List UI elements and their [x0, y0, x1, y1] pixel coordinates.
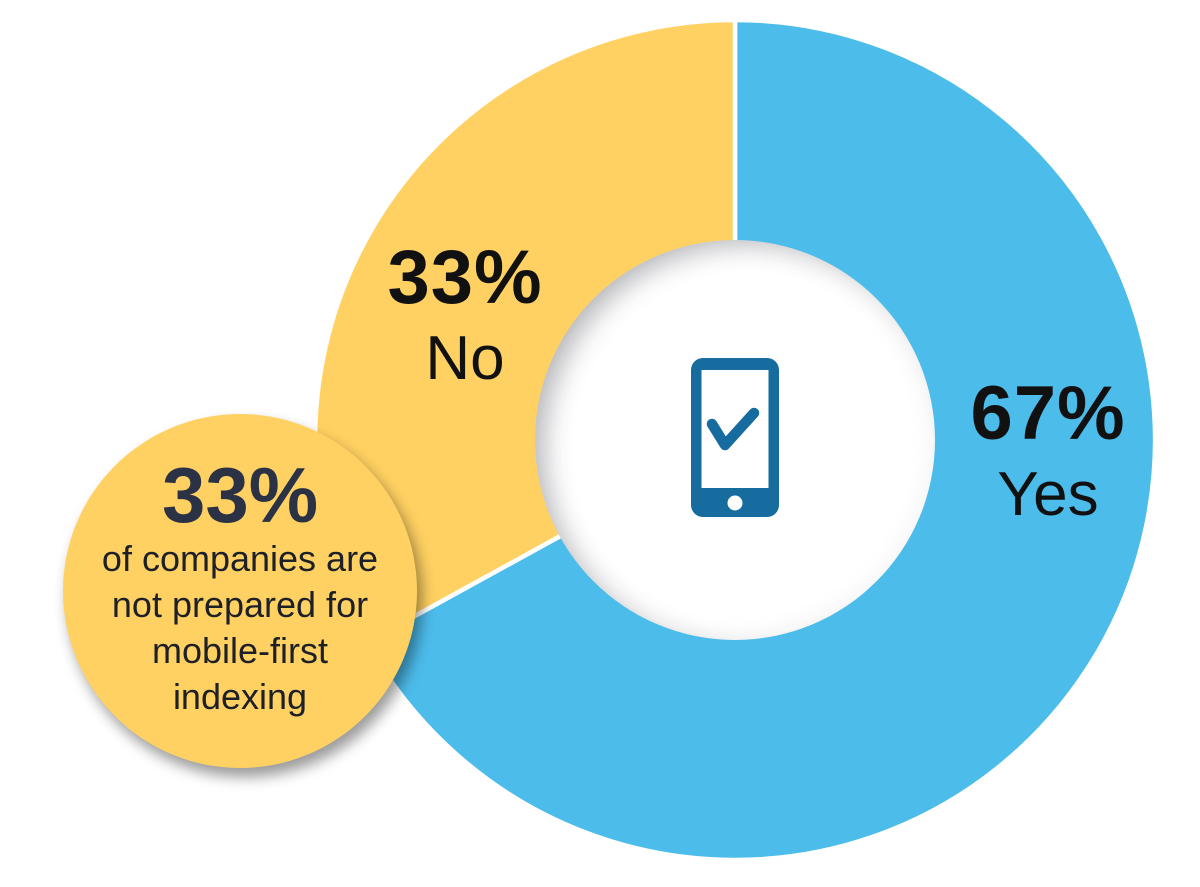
smartphone-checkmark-icon	[691, 357, 779, 517]
donut-hole	[535, 240, 935, 640]
callout-text-line: of companies are	[101, 537, 379, 579]
checkmark-icon	[706, 407, 760, 450]
phone-home-button	[727, 495, 743, 510]
callout-percent: 33%	[161, 451, 319, 539]
callout-bubble: 33% of companies are not prepared for mo…	[63, 414, 417, 768]
callout-text-line: mobile-first	[151, 629, 329, 671]
callout-text-line: not prepared for	[111, 583, 369, 625]
callout-text-line: indexing	[172, 675, 308, 717]
